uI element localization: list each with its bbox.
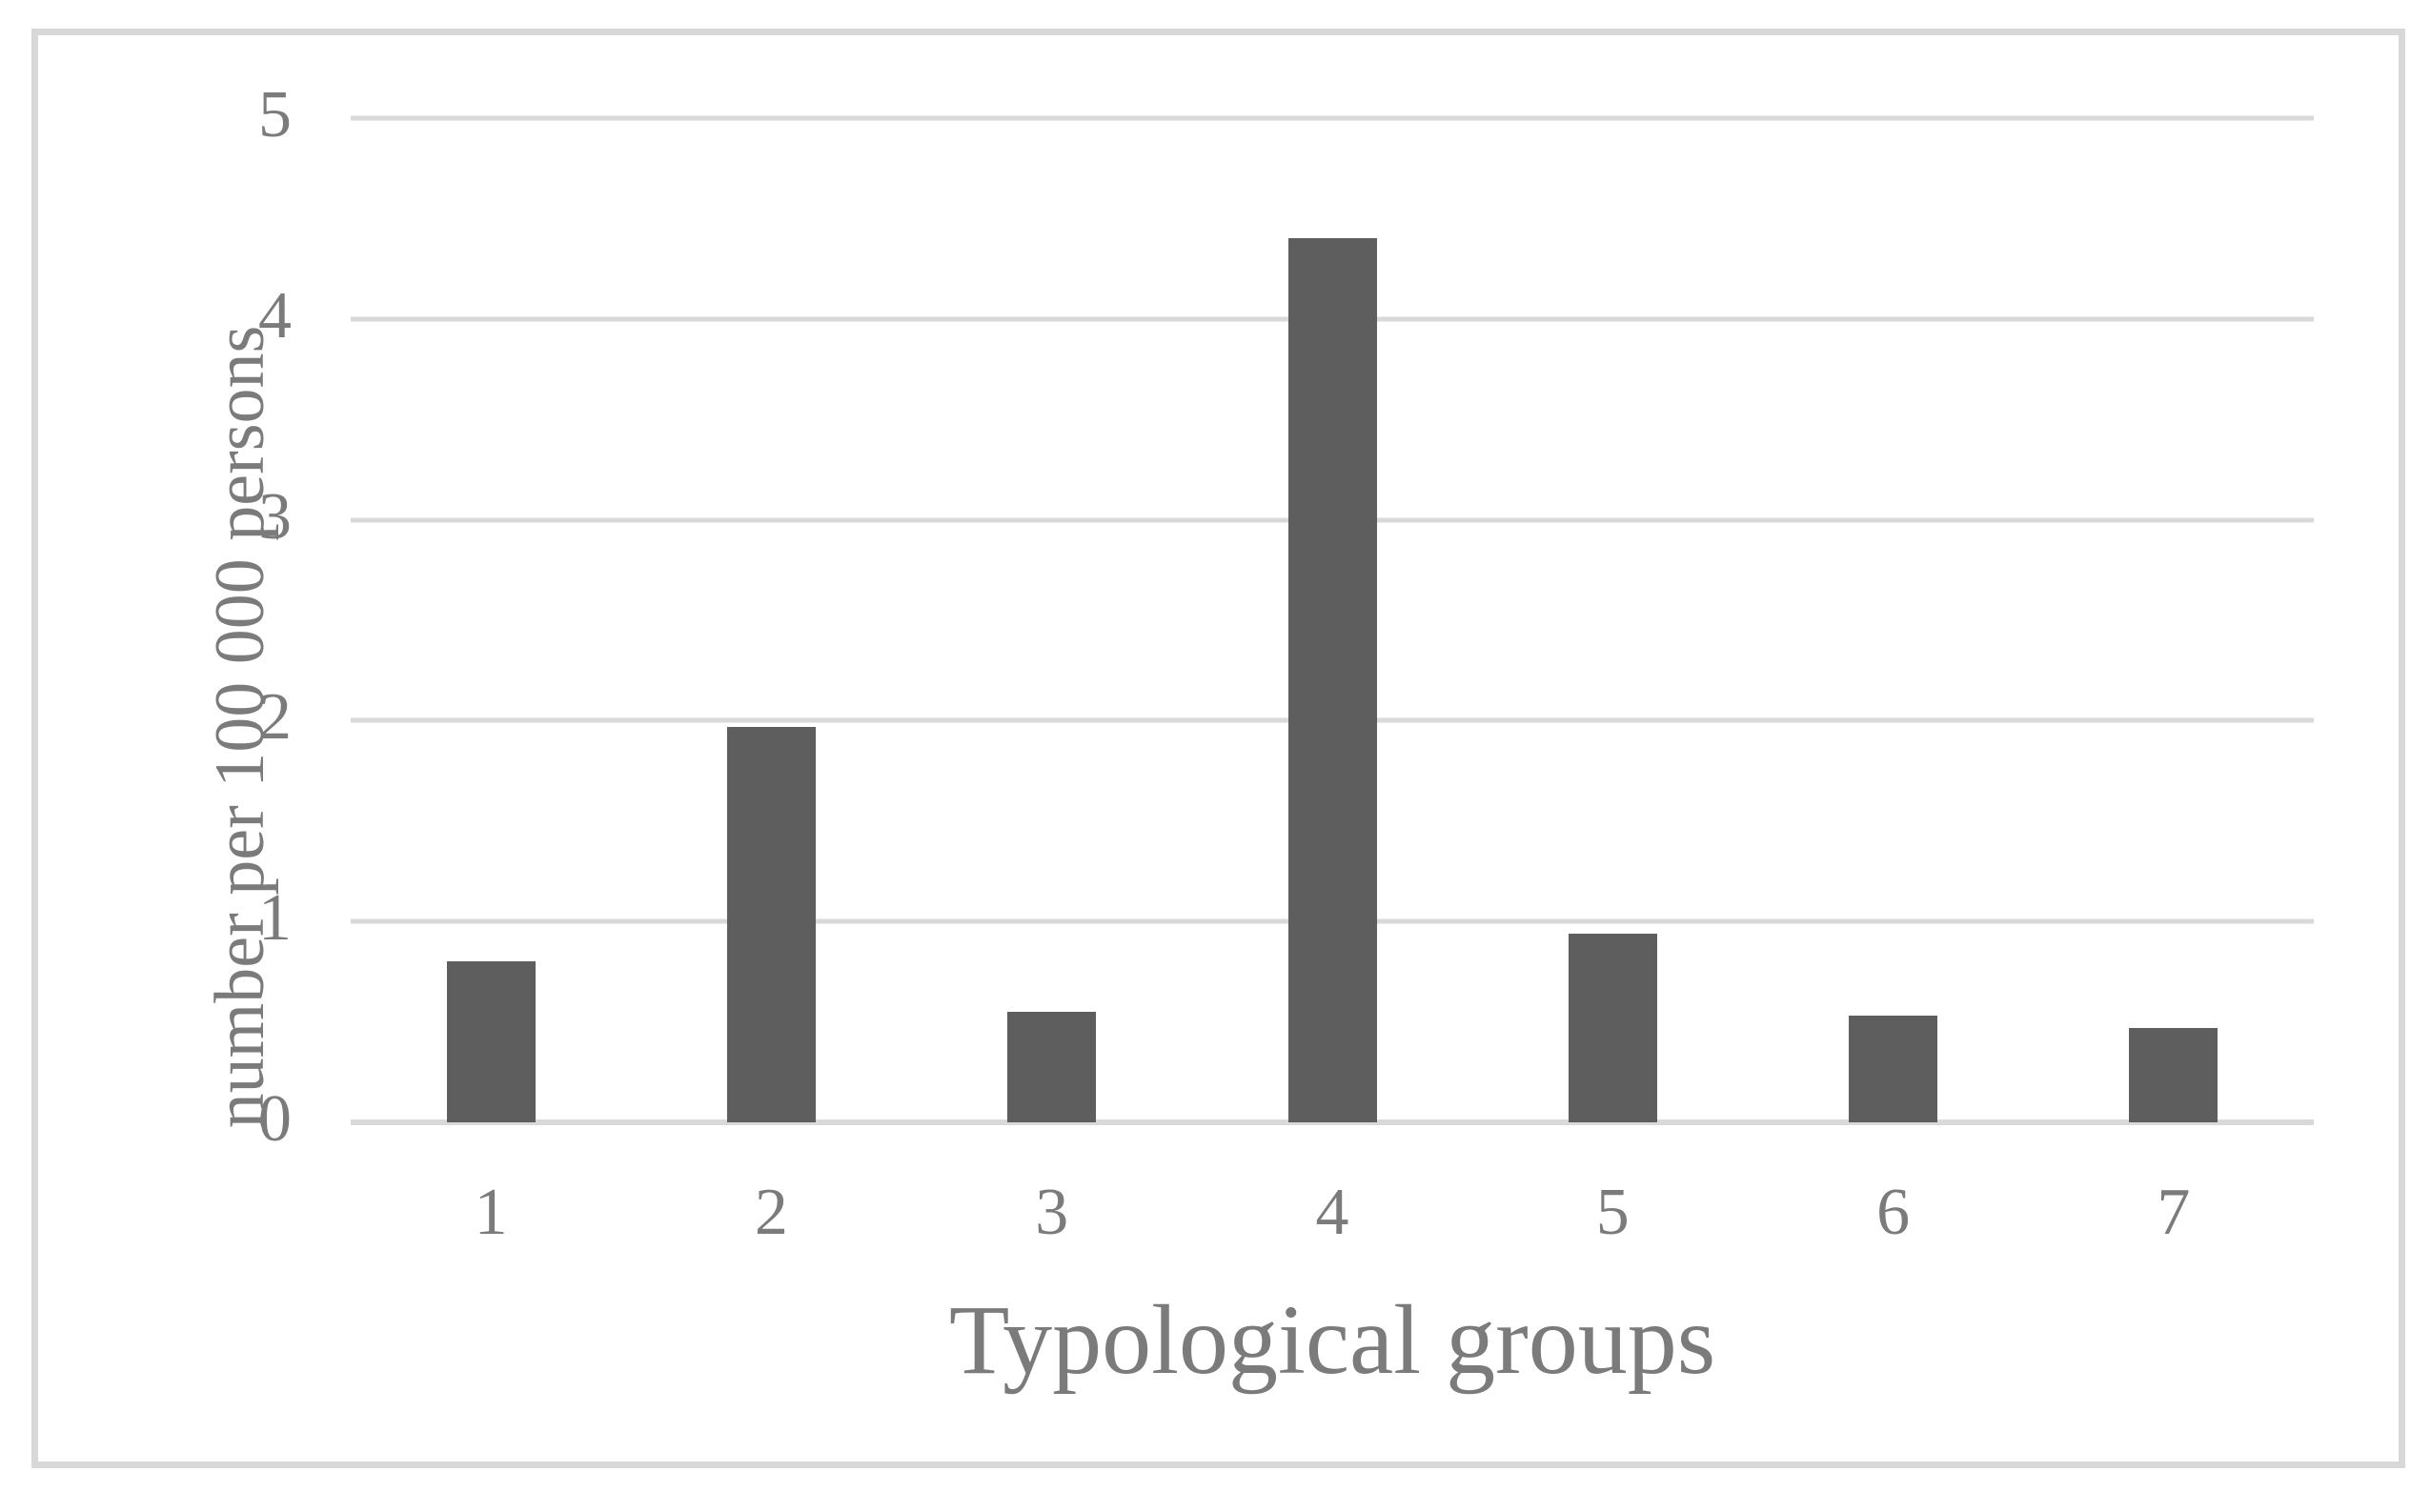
bar-group-3 [1007, 1012, 1097, 1122]
x-axis-line [351, 1119, 2314, 1125]
x-tick-label-6: 6 [1876, 1176, 1911, 1249]
y-tick-label-5: 5 [258, 78, 292, 152]
x-tick-label-3: 3 [1035, 1176, 1069, 1249]
y-tick-label-2: 2 [258, 680, 292, 755]
plot-area [351, 115, 2314, 1125]
x-tick-label-5: 5 [1595, 1176, 1630, 1249]
bar-group-6 [1849, 1016, 1938, 1122]
bar-group-5 [1568, 933, 1657, 1122]
bar-group-2 [726, 726, 816, 1122]
y-tick-label-0: 0 [258, 1082, 292, 1157]
x-tick-label-4: 4 [1315, 1176, 1349, 1249]
bar-group-1 [446, 961, 536, 1122]
y-axis-title: number per 100 000 persons [201, 325, 279, 1129]
y-tick-label-4: 4 [258, 278, 292, 353]
y-tick-label-3: 3 [258, 479, 292, 554]
y-tick-label-1: 1 [258, 881, 292, 956]
x-tick-label-1: 1 [474, 1176, 508, 1249]
gridline-y5 [351, 115, 2314, 121]
chart-outer-border [31, 29, 2405, 1468]
x-tick-label-2: 2 [754, 1176, 788, 1249]
x-axis-title: Typological groups [948, 1285, 1716, 1395]
x-tick-label-7: 7 [2157, 1176, 2191, 1249]
bar-group-7 [2129, 1027, 2218, 1122]
bar-group-4 [1287, 238, 1377, 1122]
